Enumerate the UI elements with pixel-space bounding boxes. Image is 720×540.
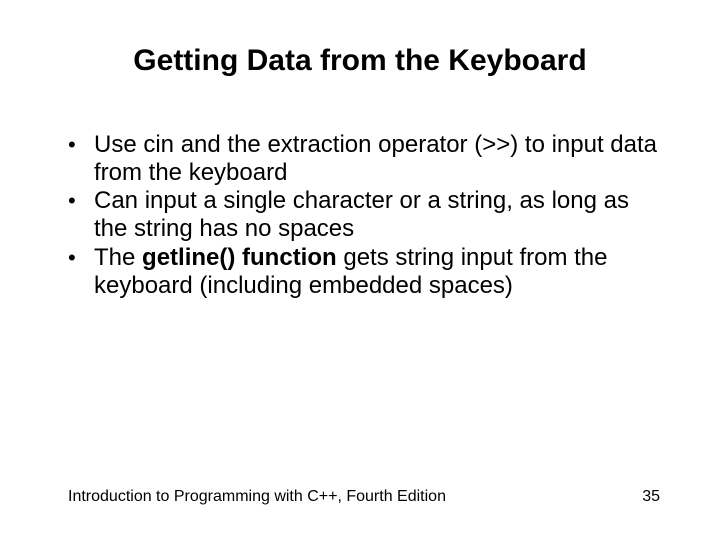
slide-footer: Introduction to Programming with C++, Fo… [68, 488, 660, 506]
bullet-item: •Use cin and the extraction operator (>>… [68, 131, 660, 188]
bullet-dot-icon: • [68, 187, 94, 244]
bullet-item: •The getline() function gets string inpu… [68, 244, 660, 301]
bold-text: getline() function [142, 244, 337, 271]
slide-body: •Use cin and the extraction operator (>>… [0, 79, 720, 301]
bullet-item: •Can input a single character or a strin… [68, 187, 660, 244]
bullet-dot-icon: • [68, 244, 94, 301]
text-run: The [94, 244, 142, 271]
bullet-text: Can input a single character or a string… [94, 187, 660, 244]
bullet-text: Use cin and the extraction operator (>>)… [94, 131, 660, 188]
bullet-text: The getline() function gets string input… [94, 244, 660, 301]
slide-title: Getting Data from the Keyboard [0, 0, 720, 79]
page-number: 35 [642, 488, 660, 506]
bullet-dot-icon: • [68, 131, 94, 188]
footer-text: Introduction to Programming with C++, Fo… [68, 488, 446, 506]
text-run: Can input a single character or a string… [94, 187, 629, 242]
slide: Getting Data from the Keyboard •Use cin … [0, 0, 720, 540]
text-run: Use cin and the extraction operator (>>)… [94, 131, 657, 186]
